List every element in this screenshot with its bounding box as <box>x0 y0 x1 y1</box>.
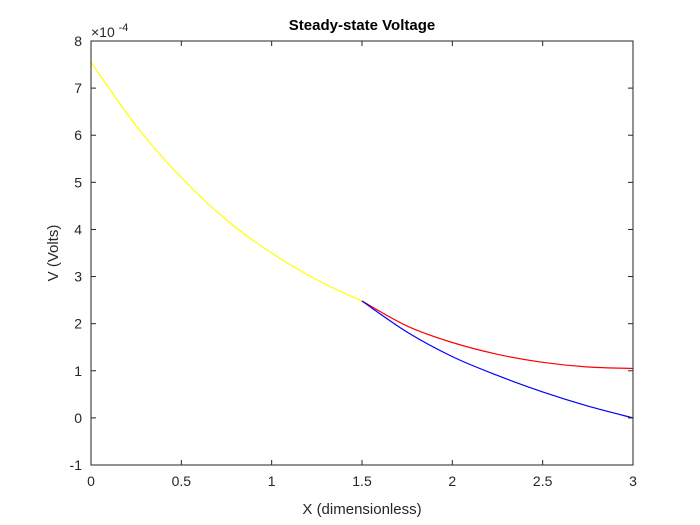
series-line-3 <box>361 300 634 419</box>
series-line-2 <box>361 300 634 370</box>
series-layer <box>90 61 634 419</box>
y-tick-label-3: 2 <box>74 316 82 332</box>
exponent-base: ×10 <box>91 24 115 40</box>
chart-title: Steady-state Voltage <box>289 17 435 34</box>
x-tick-label-2: 1 <box>268 473 276 489</box>
series-line-1 <box>90 61 363 302</box>
x-tick-label-0: 0 <box>87 473 95 489</box>
exponent-power: -4 <box>119 22 129 34</box>
y-tick-label-6: 5 <box>74 174 82 190</box>
y-axis-label: V (Volts) <box>45 225 62 282</box>
y-tick-label-0: -1 <box>70 457 83 473</box>
x-tick-label-5: 2.5 <box>533 473 553 489</box>
x-tick-label-4: 2 <box>448 473 456 489</box>
x-tick-label-1: 0.5 <box>172 473 192 489</box>
y-tick-label-7: 6 <box>74 127 82 143</box>
x-axis-label: X (dimensionless) <box>302 501 421 518</box>
x-tick-label-3: 1.5 <box>352 473 372 489</box>
y-tick-label-2: 1 <box>74 363 82 379</box>
y-tick-label-8: 7 <box>74 80 82 96</box>
x-tick-label-6: 3 <box>629 473 637 489</box>
y-axis-exponent-label: ×10 -4 <box>91 22 128 40</box>
tick-layer <box>90 40 634 466</box>
y-tick-label-4: 3 <box>74 269 82 285</box>
y-tick-label-1: 0 <box>74 410 82 426</box>
y-tick-label-5: 4 <box>74 221 82 237</box>
y-tick-label-9: 8 <box>74 33 82 49</box>
